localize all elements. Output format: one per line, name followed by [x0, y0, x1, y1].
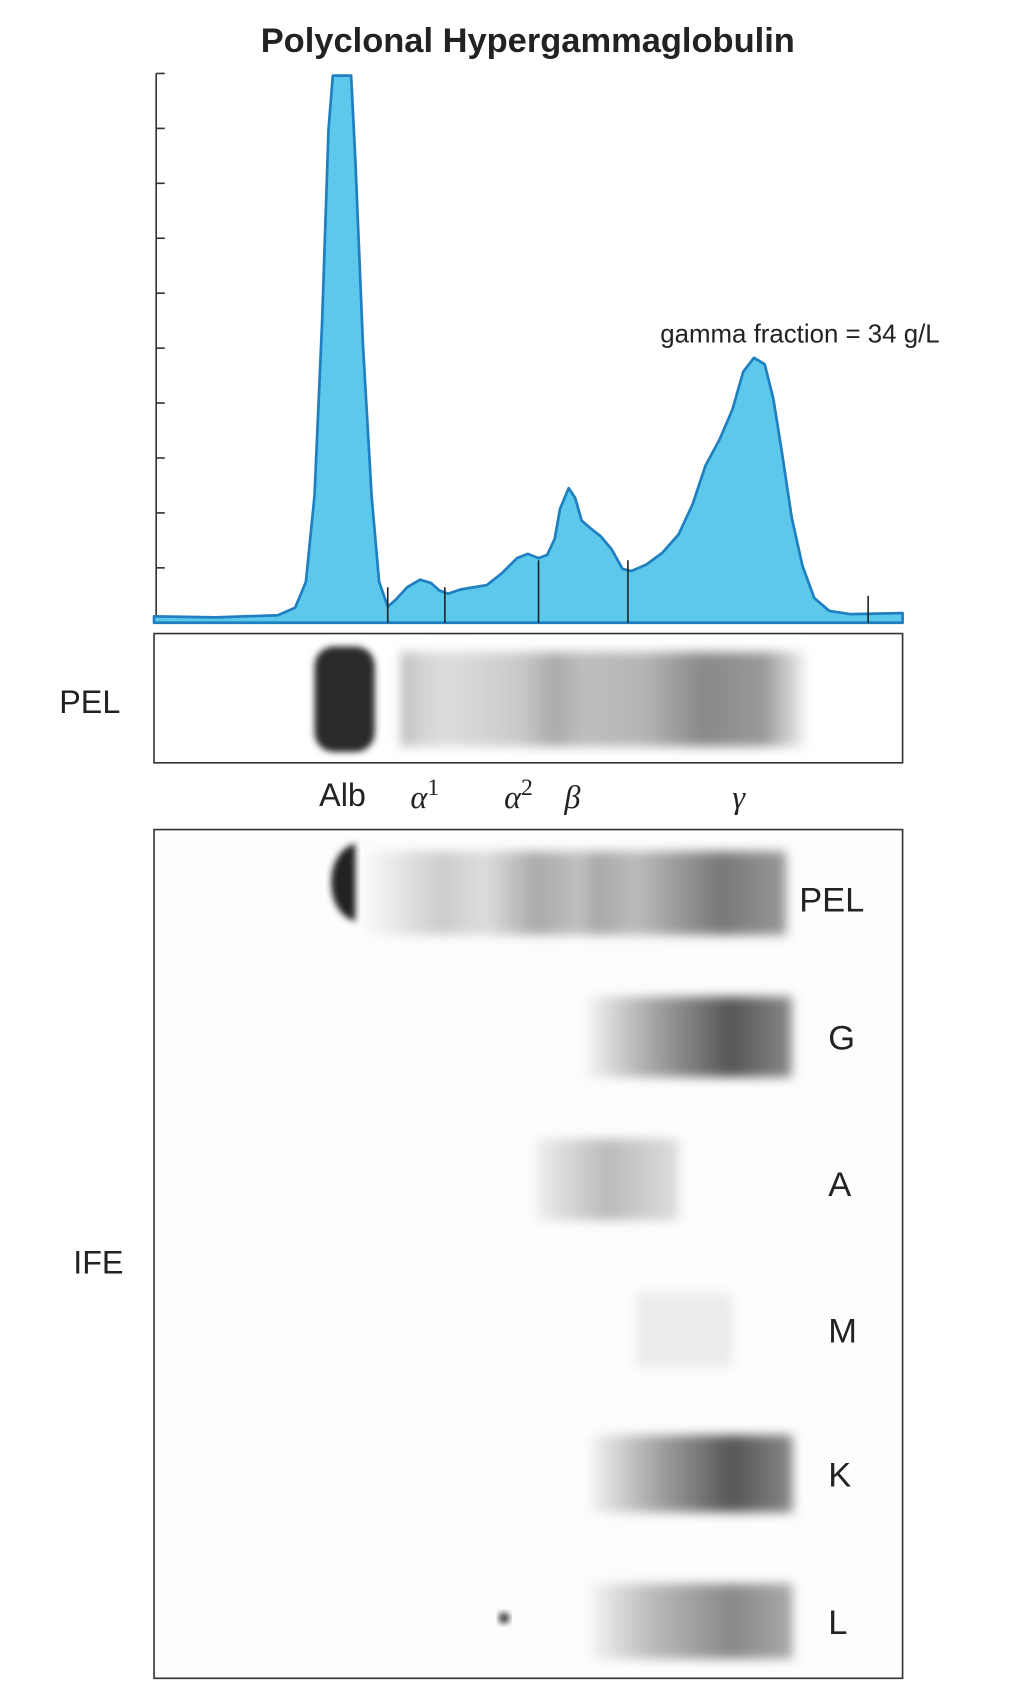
- annotation: gamma fraction = 34 g/L: [660, 321, 939, 349]
- fraction-label: α2: [504, 775, 533, 815]
- band: [587, 996, 792, 1078]
- fraction-dividers: [386, 560, 869, 623]
- band: [400, 651, 805, 747]
- lane-label: PEL: [799, 881, 864, 919]
- superscript: 2: [521, 775, 533, 801]
- fraction-label: Alb: [319, 777, 366, 813]
- band: [355, 851, 787, 936]
- symbol: α: [504, 779, 522, 815]
- lane-labels: PEL G A M K L: [799, 881, 864, 1642]
- ife-panel: [153, 828, 904, 1680]
- axis-ticks: [156, 72, 165, 569]
- fraction-label: γ: [732, 779, 746, 815]
- band: [590, 1583, 793, 1659]
- strip-label: PEL: [59, 684, 120, 720]
- band: [314, 646, 375, 753]
- symbol: α: [410, 779, 428, 815]
- superscript: 1: [427, 775, 439, 801]
- lane-label: A: [828, 1166, 851, 1204]
- fraction-label: β: [563, 779, 581, 815]
- panel-label: IFE: [73, 1244, 123, 1280]
- density-trace: [152, 74, 904, 625]
- lane-label: K: [828, 1457, 851, 1495]
- band: [536, 1138, 679, 1221]
- title: Polyclonal Hypergammaglobulin: [261, 22, 795, 60]
- band: [590, 1434, 793, 1513]
- lane-label: M: [828, 1312, 857, 1350]
- lane-label: G: [828, 1019, 855, 1057]
- lane-label: L: [828, 1604, 847, 1642]
- band: [331, 843, 356, 922]
- band: [635, 1292, 733, 1369]
- fraction-label: α1: [410, 775, 439, 815]
- artifact: [498, 1612, 510, 1624]
